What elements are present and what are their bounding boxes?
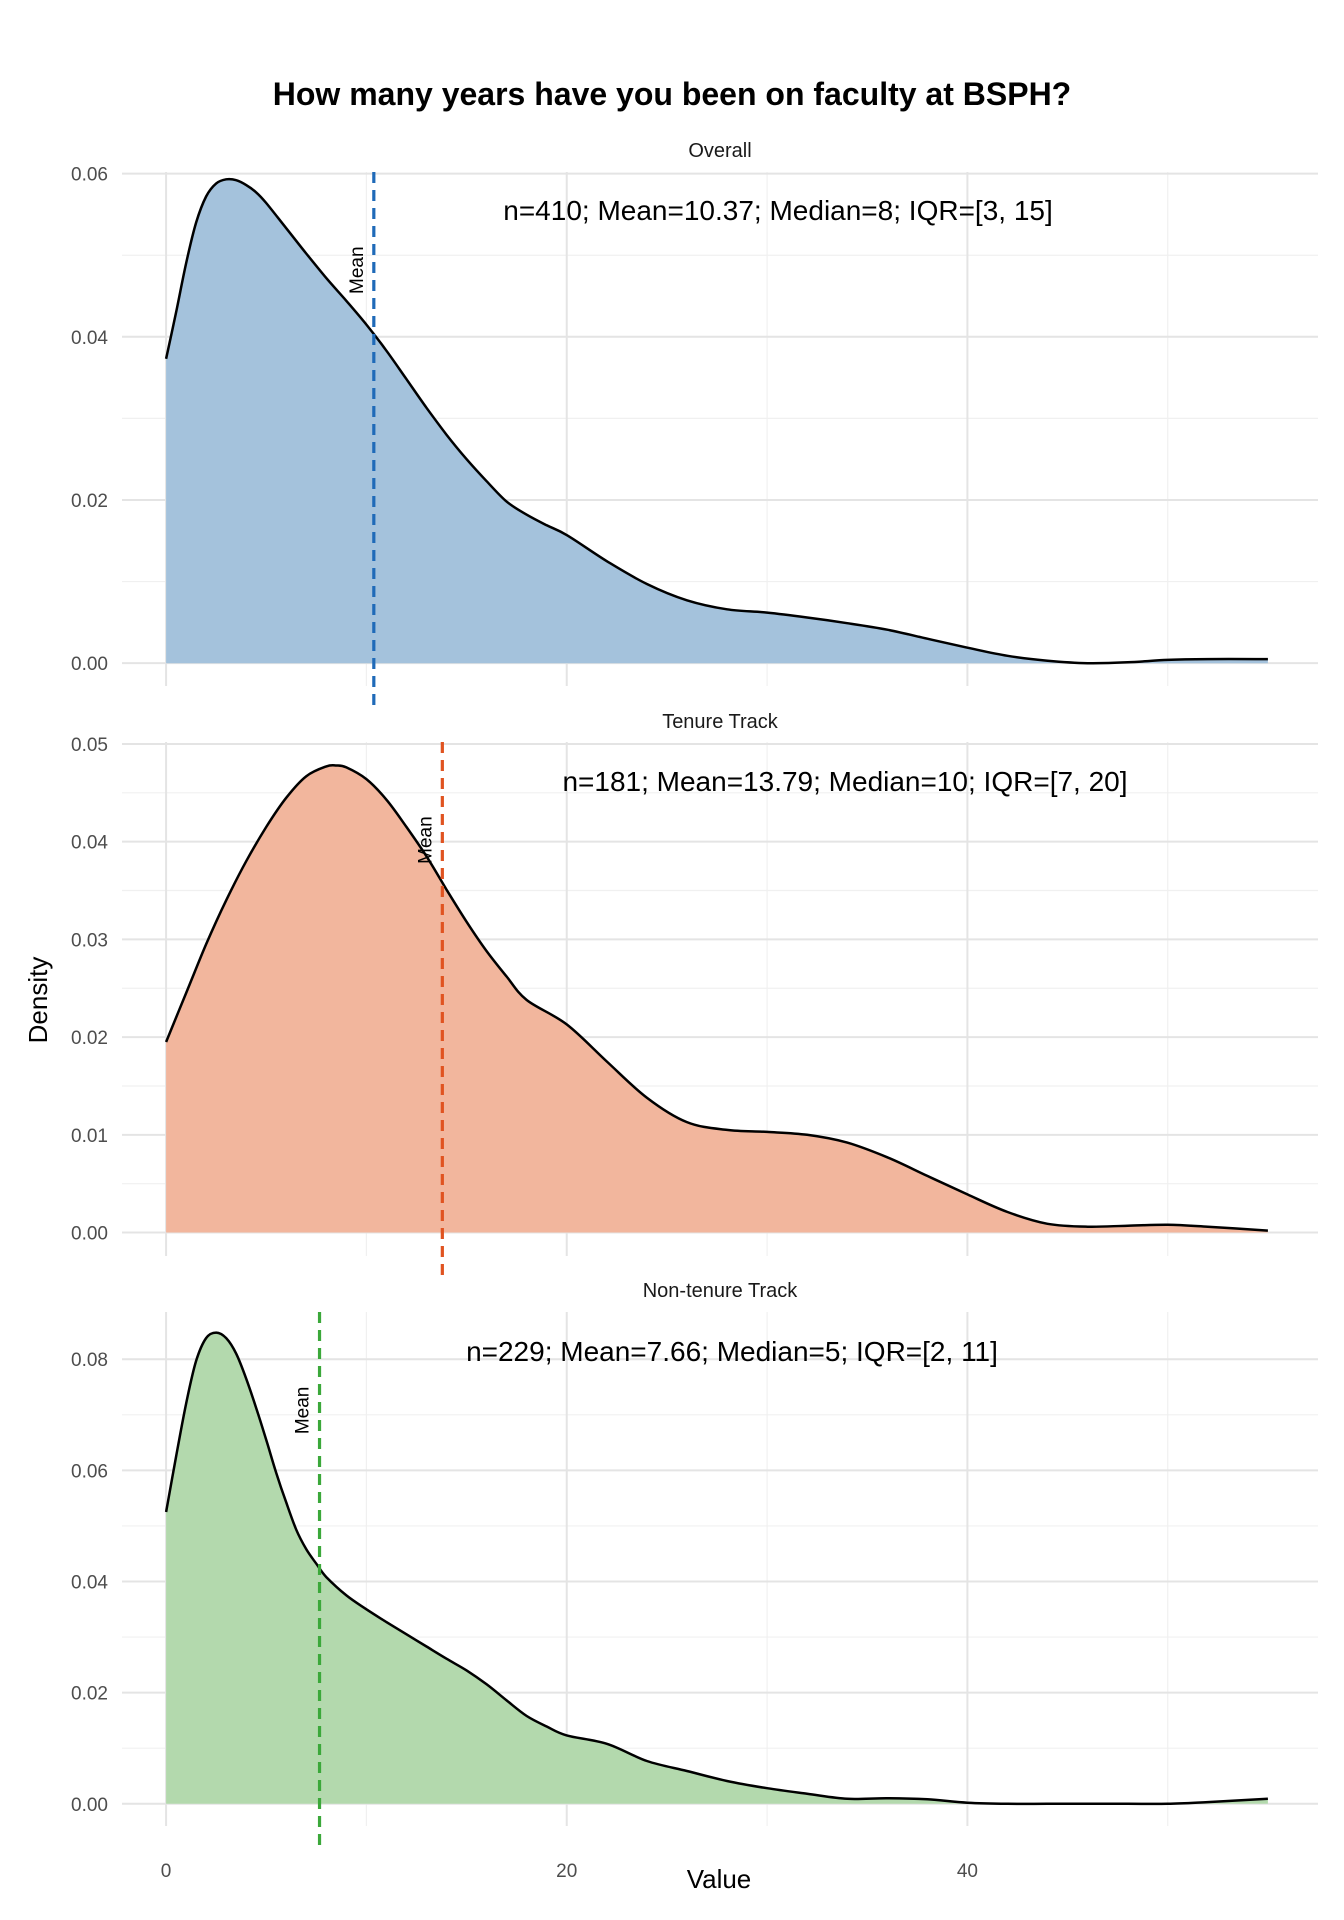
stats-annotation: n=229; Mean=7.66; Median=5; IQR=[2, 11] [466, 1336, 998, 1367]
mean-label: Mean [347, 246, 368, 294]
y-tick-label: 0.08 [71, 1350, 108, 1371]
panel-overall: Overall 0.00 0.02 0.04 0.06 Mean n=410; Mean=1… [71, 140, 1318, 710]
x-tick-label: 0 [161, 1861, 172, 1882]
x-tick-label: 40 [957, 1861, 978, 1882]
mean-label: Mean [293, 1387, 314, 1435]
panel-strip-label: Tenure Track [662, 711, 779, 733]
x-axis-title: Value [687, 1864, 752, 1894]
panel-strip-label: Overall [688, 140, 751, 162]
density-area [166, 1332, 1268, 1804]
density-line [164, 1331, 1268, 1806]
y-tick-label: 0.04 [71, 833, 108, 854]
stats-annotation: n=410; Mean=10.37; Median=8; IQR=[3, 15] [503, 195, 1053, 226]
y-tick-label: 0.06 [71, 1461, 108, 1482]
chart-title: How many years have you been on faculty … [273, 76, 1071, 112]
y-tick-label: 0.04 [71, 328, 108, 349]
y-tick-label: 0.06 [71, 165, 108, 186]
y-tick-label: 0.00 [71, 654, 108, 675]
y-tick-label: 0.03 [71, 930, 108, 951]
y-tick-label: 0.01 [71, 1126, 108, 1147]
density-line [164, 763, 1268, 1232]
panel-non-tenure-track: Non-tenure Track 0.00 0.02 0.04 0.06 0.08 Mean… [71, 1280, 1318, 1850]
y-tick-label: 0.02 [71, 1684, 108, 1705]
stats-annotation: n=181; Mean=13.79; Median=10; IQR=[7, 20… [562, 766, 1127, 797]
y-tick-label: 0.04 [71, 1573, 108, 1594]
density-area [166, 179, 1268, 664]
y-tick-label: 0.02 [71, 1028, 108, 1049]
y-axis-title: Density [23, 957, 53, 1044]
panel-strip-label: Non-tenure Track [643, 1280, 799, 1302]
y-tick-label: 0.05 [71, 735, 108, 756]
y-tick-label: 0.02 [71, 491, 108, 512]
y-tick-label: 0.00 [71, 1795, 108, 1816]
panels-group: Overall 0.00 0.02 0.04 0.06 Mean n=410; Mean=1… [71, 140, 1318, 1882]
mean-label: Mean [415, 816, 436, 864]
density-area [166, 765, 1268, 1233]
y-tick-label: 0.00 [71, 1224, 108, 1245]
x-tick-label: 20 [556, 1861, 577, 1882]
panel-tenure-track: Tenure Track 0.00 0.01 0.02 0.03 0.04 0.05 Mean… [71, 711, 1318, 1280]
density-line [164, 177, 1268, 665]
